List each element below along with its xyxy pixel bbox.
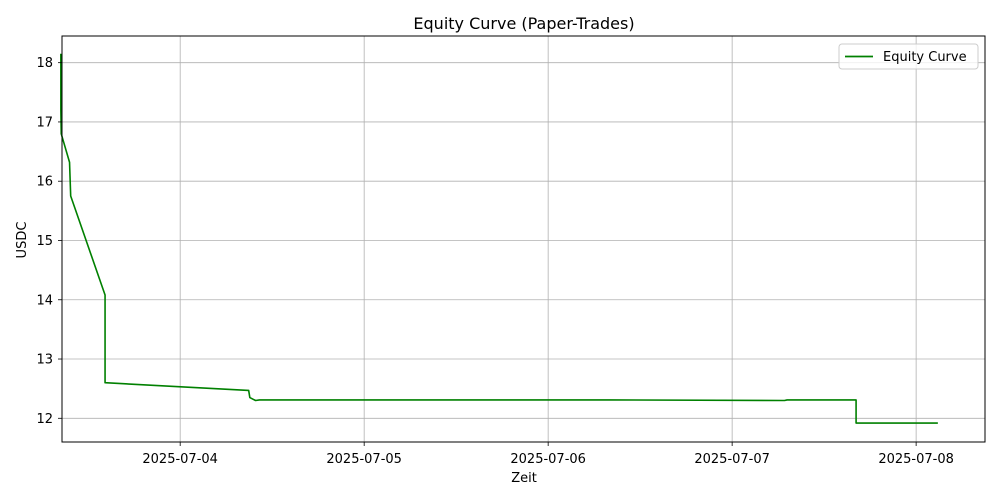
legend-entry: Equity Curve xyxy=(883,50,967,65)
x-tick-label: 2025-07-04 xyxy=(142,452,218,467)
x-tick-label: 2025-07-06 xyxy=(510,452,586,467)
y-axis-label: USDC xyxy=(15,222,30,259)
y-tick-label: 15 xyxy=(36,234,53,249)
y-axis-ticks: 12 13 14 15 16 17 18 xyxy=(36,56,62,427)
x-tick-label: 2025-07-07 xyxy=(694,452,770,467)
x-axis-label: Zeit xyxy=(511,471,537,486)
y-tick-label: 14 xyxy=(36,293,53,308)
y-tick-label: 12 xyxy=(36,412,53,427)
equity-curve-line xyxy=(60,53,938,424)
y-tick-label: 18 xyxy=(36,56,53,71)
axes-frame xyxy=(61,35,986,443)
x-axis-ticks: 2025-07-04 2025-07-05 2025-07-06 2025-07-07… xyxy=(142,442,954,467)
x-tick-label: 2025-07-05 xyxy=(326,452,402,467)
chart-title: Equity Curve (Paper-Trades) xyxy=(413,14,634,33)
y-tick-label: 13 xyxy=(36,353,53,368)
grid xyxy=(62,36,985,442)
legend-box xyxy=(838,43,979,70)
x-tick-label: 2025-07-08 xyxy=(878,452,954,467)
y-tick-label: 17 xyxy=(36,115,53,130)
plot-area xyxy=(60,53,938,424)
legend: Equity Curve xyxy=(838,43,979,70)
y-tick-label: 16 xyxy=(36,175,53,190)
